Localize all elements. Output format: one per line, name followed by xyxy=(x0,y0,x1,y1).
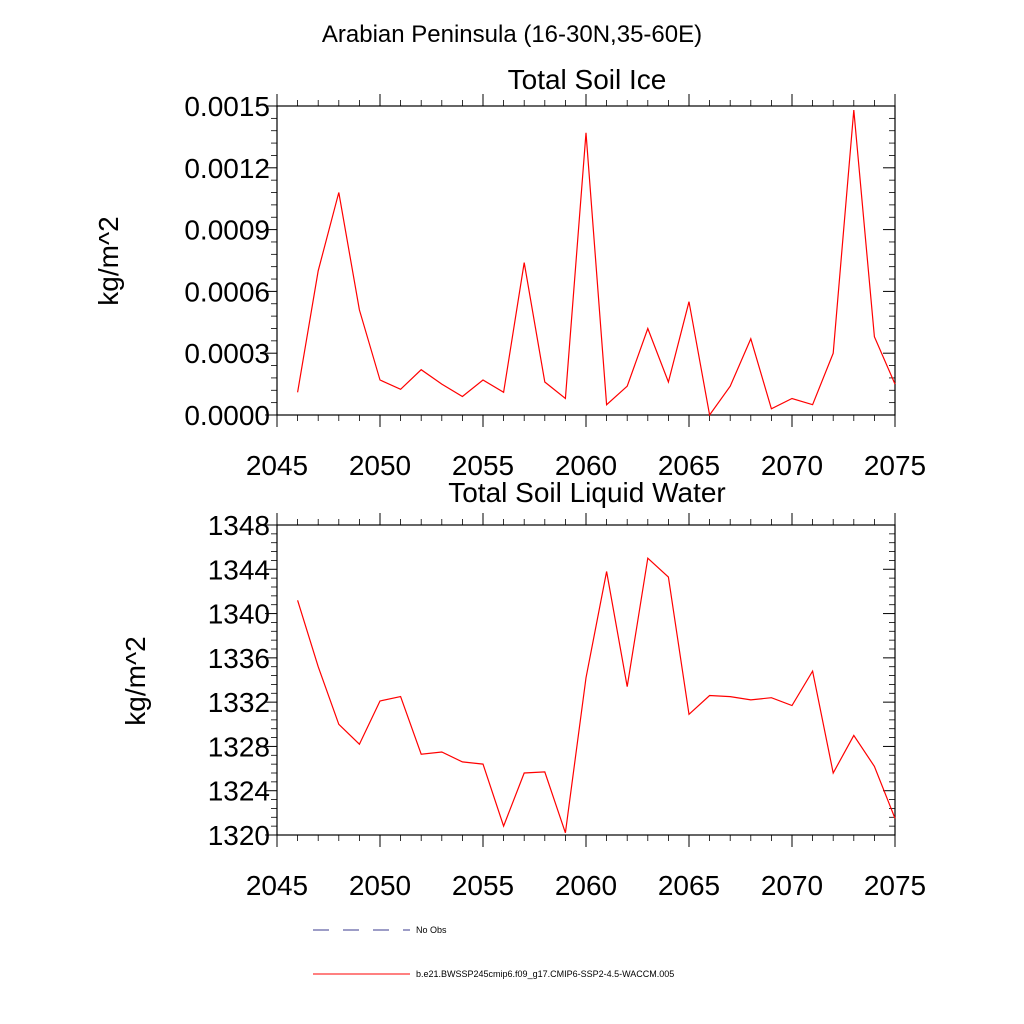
y-tick-label: 0.0000 xyxy=(184,400,270,431)
legend-label-no-obs: No Obs xyxy=(416,925,447,935)
x-tick-labels: 2045 2050 2055 2060 2065 2070 2075 xyxy=(246,870,926,901)
legend-label-model: b.e21.BWSSP245cmip6.f09_g17.CMIP6-SSP2-4… xyxy=(416,969,674,979)
y-tick-labels: 1320 1324 1328 1332 1336 1340 1344 1348 xyxy=(208,510,270,851)
x-tick-label: 2050 xyxy=(349,450,411,481)
x-tick-label: 2070 xyxy=(761,870,823,901)
plot-frame xyxy=(276,105,896,416)
x-tick-label: 2060 xyxy=(555,450,617,481)
figure-title: Arabian Peninsula (16-30N,35-60E) xyxy=(322,21,702,48)
y-tick-label: 0.0015 xyxy=(184,91,270,122)
y-tick-label: 0.0006 xyxy=(184,276,270,307)
tick-marks xyxy=(265,513,896,847)
x-tick-label: 2055 xyxy=(452,870,514,901)
x-tick-label: 2055 xyxy=(452,450,514,481)
y-tick-label: 1344 xyxy=(208,554,270,585)
x-tick-labels: 2045 2050 2055 2060 2065 2070 2075 xyxy=(246,450,926,481)
y-tick-label: 1348 xyxy=(208,510,270,541)
y-tick-label: 0.0012 xyxy=(184,153,270,184)
y-tick-label: 1320 xyxy=(208,820,270,851)
y-tick-label: 1336 xyxy=(208,643,270,674)
y-axis-label: kg/m^2 xyxy=(120,636,151,725)
y-tick-label: 1324 xyxy=(208,776,270,807)
x-tick-label: 2045 xyxy=(246,450,308,481)
y-tick-label: 0.0009 xyxy=(184,215,270,246)
y-tick-label: 1340 xyxy=(208,599,270,630)
x-tick-label: 2050 xyxy=(349,870,411,901)
x-tick-label: 2045 xyxy=(246,870,308,901)
series-line xyxy=(297,110,896,417)
y-tick-labels: 0.0000 0.0003 0.0006 0.0009 0.0012 0.0015 xyxy=(184,91,270,431)
y-axis-label: kg/m^2 xyxy=(93,216,124,305)
x-tick-label: 2070 xyxy=(761,450,823,481)
y-tick-label: 0.0003 xyxy=(184,338,270,369)
panel-total-soil-ice: Total Soil Ice kg/m^2 2045 2050 2055 2060 20… xyxy=(93,64,926,481)
y-tick-label: 1328 xyxy=(208,731,270,762)
x-tick-label: 2060 xyxy=(555,870,617,901)
series-line xyxy=(297,557,896,833)
chart-title: Total Soil Ice xyxy=(508,64,667,95)
panel-total-soil-liquid-water: Total Soil Liquid Water kg/m^2 2045 2050 2… xyxy=(120,477,926,901)
legend: No Obs b.e21.BWSSP245cmip6.f09_g17.CMIP6… xyxy=(313,925,674,979)
x-tick-label: 2075 xyxy=(864,870,926,901)
x-tick-label: 2065 xyxy=(658,450,720,481)
x-tick-label: 2075 xyxy=(864,450,926,481)
tick-marks xyxy=(265,94,896,427)
y-tick-label: 1332 xyxy=(208,687,270,718)
x-tick-label: 2065 xyxy=(658,870,720,901)
chart-title: Total Soil Liquid Water xyxy=(448,477,726,508)
